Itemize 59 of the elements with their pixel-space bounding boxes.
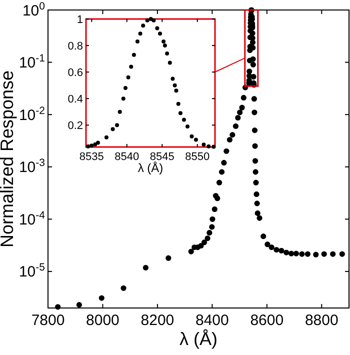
y-tick-label: 10$^{0}$ bbox=[22, 0, 46, 20]
point bbox=[129, 64, 134, 69]
point bbox=[186, 124, 190, 128]
x-tick-label: 8550 bbox=[185, 151, 210, 163]
x-tick-label: 7800 bbox=[31, 312, 65, 329]
point bbox=[126, 75, 130, 80]
y-tick-label: 0.2 bbox=[68, 120, 83, 132]
point bbox=[168, 60, 172, 65]
y-tick-label: 10$^{-1}$ bbox=[18, 52, 46, 72]
point bbox=[132, 52, 136, 57]
y-tick-label: 0.8 bbox=[68, 40, 83, 52]
point bbox=[194, 138, 198, 142]
point bbox=[162, 44, 167, 48]
point bbox=[212, 144, 216, 149]
point bbox=[165, 51, 170, 56]
y-axis-title: Normalized Response bbox=[0, 70, 17, 248]
x-axis-title: λ (Å) bbox=[180, 329, 218, 349]
point bbox=[86, 144, 90, 148]
point bbox=[190, 134, 194, 138]
x-axis-title: λ (Å) bbox=[138, 161, 164, 175]
x-tick-label: 8545 bbox=[150, 151, 174, 163]
x-tick-label: 8200 bbox=[140, 312, 174, 329]
point bbox=[110, 127, 115, 132]
point bbox=[174, 88, 178, 93]
y-tick-label: 10$^{-2}$ bbox=[18, 104, 46, 124]
point bbox=[145, 18, 150, 22]
point bbox=[104, 135, 108, 140]
point bbox=[115, 123, 120, 128]
y-tick-label: 10$^{-5}$ bbox=[18, 262, 46, 281]
x-tick-label: 8800 bbox=[304, 312, 338, 329]
x-tick-label: 8400 bbox=[195, 312, 229, 329]
x-tick-label: 8535 bbox=[79, 151, 104, 163]
point bbox=[202, 142, 206, 147]
point bbox=[118, 110, 122, 114]
y-tick-label: 10$^{-3}$ bbox=[18, 157, 46, 176]
y-tick-label: 0.6 bbox=[68, 66, 83, 79]
point bbox=[135, 40, 140, 44]
point bbox=[93, 142, 98, 146]
point bbox=[162, 40, 166, 44]
y-tick-label: 0.4 bbox=[68, 93, 83, 106]
point bbox=[121, 96, 126, 101]
point bbox=[182, 118, 186, 122]
point bbox=[170, 76, 175, 81]
x-tick-label: 8000 bbox=[86, 312, 120, 329]
point bbox=[176, 102, 180, 106]
point bbox=[206, 144, 211, 148]
point bbox=[155, 26, 160, 30]
point bbox=[172, 83, 177, 88]
point bbox=[178, 111, 182, 116]
point bbox=[141, 24, 146, 28]
point bbox=[158, 32, 162, 36]
point bbox=[138, 32, 142, 36]
y-tick-label: 10$^{-4}$ bbox=[18, 209, 46, 228]
point bbox=[123, 86, 128, 90]
point bbox=[152, 18, 156, 22]
y-tick-label: 1 bbox=[76, 14, 83, 26]
point bbox=[96, 140, 100, 145]
x-tick-label: 8540 bbox=[114, 151, 140, 163]
x-tick-label: 8600 bbox=[250, 312, 284, 329]
